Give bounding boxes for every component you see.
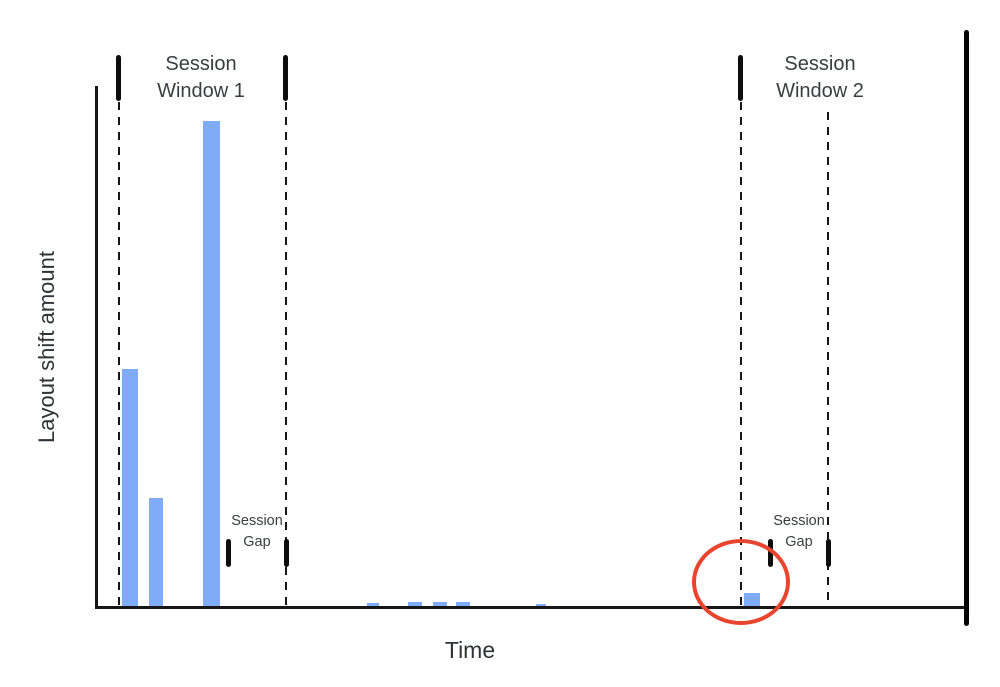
session-boundary-dashed-line	[827, 112, 829, 606]
session-window-2-label-line2: Window 2	[776, 80, 864, 102]
session-marker-tick	[226, 539, 231, 567]
session-gap-2-label-line1: Session	[773, 513, 825, 529]
session-marker-tick	[116, 55, 121, 101]
layout-shift-bar	[203, 121, 220, 606]
session-boundary-dashed-line	[285, 57, 287, 606]
layout-shift-bar	[456, 602, 470, 606]
session-marker-tick	[283, 55, 288, 101]
layout-shift-bar	[367, 603, 379, 606]
session-gap-1-label-line2: Gap	[243, 534, 271, 550]
session-window-2-label: Session Window 2	[776, 51, 864, 105]
session-window-1-label: Session Window 1	[157, 51, 245, 105]
y-axis-line	[95, 86, 98, 609]
session-window-1-label-line1: Session	[165, 53, 237, 75]
x-axis-label: Time	[444, 637, 496, 663]
session-gap-1-label-line1: Session	[231, 513, 283, 529]
session-window-2-label-line1: Session	[784, 53, 856, 75]
session-marker-tick	[284, 539, 289, 567]
session-boundary-dashed-line	[740, 57, 742, 606]
y-axis-label: Layout shift amount	[34, 250, 59, 444]
session-gap-2-label-line2: Gap	[785, 534, 813, 550]
layout-shift-bar	[122, 369, 138, 606]
session-window-1-label-line2: Window 1	[157, 80, 245, 102]
session-gap-2-label: Session Gap	[773, 511, 825, 553]
session-marker-tick	[826, 539, 831, 567]
layout-shift-bar	[149, 498, 163, 606]
layout-shift-bar	[433, 602, 447, 606]
session-boundary-dashed-line	[118, 57, 120, 606]
x-axis-line	[95, 606, 968, 609]
layout-shift-bar	[536, 604, 546, 606]
highlight-ellipse	[692, 539, 790, 625]
session-marker-tick	[738, 55, 743, 101]
layout-shift-bar	[408, 602, 422, 606]
session-gap-1-label: Session Gap	[231, 511, 283, 553]
timeline-end-line	[964, 30, 969, 626]
